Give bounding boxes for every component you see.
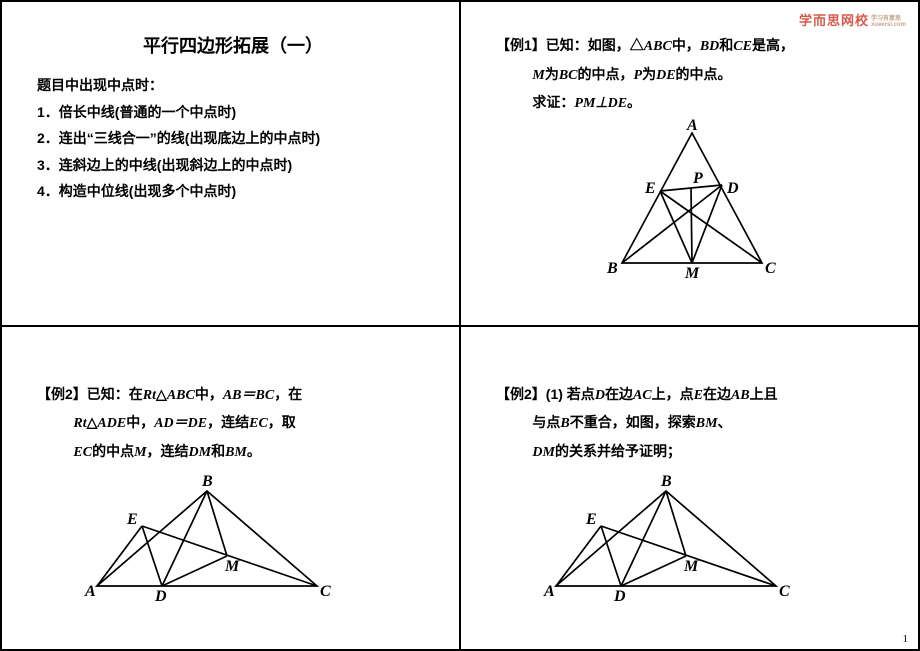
svg-text:B: B [660, 473, 672, 490]
watermark-sub: 学习有意思xueersi.com [871, 16, 906, 28]
watermark-text: 学而思网校 [799, 13, 869, 28]
svg-text:E: E [644, 180, 656, 197]
panel-top-left: 平行四边形拓展（一） 题目中出现中点时： 1．倍长中线(普通的一个中点时) 2．… [0, 0, 460, 326]
figure-triangle-3: A B C D E M [536, 466, 796, 611]
svg-text:A: A [686, 118, 698, 134]
list-item: 3．连斜边上的中线(出现斜边上的中点时) [37, 152, 429, 179]
svg-text:E: E [585, 511, 597, 528]
example-line: M为BC的中点，P为DE的中点。 [532, 61, 888, 90]
example-line: Rt△ADE中，AD＝DE，连结EC，取 [73, 409, 429, 438]
example-tag: 【例1】 [496, 37, 546, 53]
panel-bottom-left: 【例2】已知：在Rt△ABC中，AB＝BC，在 Rt△ADE中，AD＝DE，连结… [0, 326, 460, 651]
example-line: 【例2】(1) 若点D在边AC上，点E在边AB上且 [496, 381, 888, 410]
list-item: 1．倍长中线(普通的一个中点时) [37, 99, 429, 126]
svg-text:M: M [224, 558, 240, 575]
watermark: 学而思网校学习有意思xueersi.com [799, 10, 906, 29]
example-line: 【例1】已知：如图，△ABC中，BD和CE是高， [496, 32, 888, 61]
panel-bottom-right: 【例2】(1) 若点D在边AC上，点E在边AB上且 与点B不重合，如图，探索BM… [460, 326, 920, 651]
example-line: 求证：PM⊥DE。 [532, 89, 888, 118]
svg-text:C: C [779, 583, 790, 600]
svg-text:B: B [201, 473, 213, 490]
svg-text:C: C [320, 583, 331, 600]
figure-triangle-1: A B C E D P M [587, 118, 797, 288]
page-title: 平行四边形拓展（一） [37, 32, 429, 58]
example-line: DM的关系并给予证明； [532, 438, 888, 467]
panel-top-right: 学而思网校学习有意思xueersi.com 【例1】已知：如图，△ABC中，BD… [460, 0, 920, 326]
svg-text:C: C [765, 260, 776, 277]
section-heading: 题目中出现中点时： [37, 72, 429, 99]
svg-text:M: M [684, 265, 700, 282]
svg-text:A: A [543, 583, 555, 600]
figure-wrap: A B C D E M [37, 466, 429, 611]
svg-text:A: A [84, 583, 96, 600]
figure-wrap: A B C E D P M [496, 118, 888, 288]
figure-triangle-2: A B C D E M [77, 466, 337, 611]
list-item: 2．连出“三线合一”的线(出现底边上的中点时) [37, 125, 429, 152]
example-tag: 【例2】 [37, 386, 87, 402]
svg-text:P: P [692, 170, 703, 187]
svg-text:D: D [613, 588, 626, 605]
example-line: 与点B不重合，如图，探索BM、 [532, 409, 888, 438]
part-number: (1) [546, 386, 563, 402]
svg-text:M: M [683, 558, 699, 575]
svg-text:B: B [606, 260, 618, 277]
example-line: 【例2】已知：在Rt△ABC中，AB＝BC，在 [37, 381, 429, 410]
svg-text:D: D [726, 180, 739, 197]
svg-text:D: D [154, 588, 167, 605]
page-number: 1 [903, 633, 909, 645]
svg-text:E: E [126, 511, 138, 528]
figure-wrap: A B C D E M [496, 466, 888, 611]
list-item: 4．构造中位线(出现多个中点时) [37, 178, 429, 205]
example-tag: 【例2】 [496, 386, 546, 402]
example-line: EC的中点M，连结DM和BM。 [73, 438, 429, 467]
